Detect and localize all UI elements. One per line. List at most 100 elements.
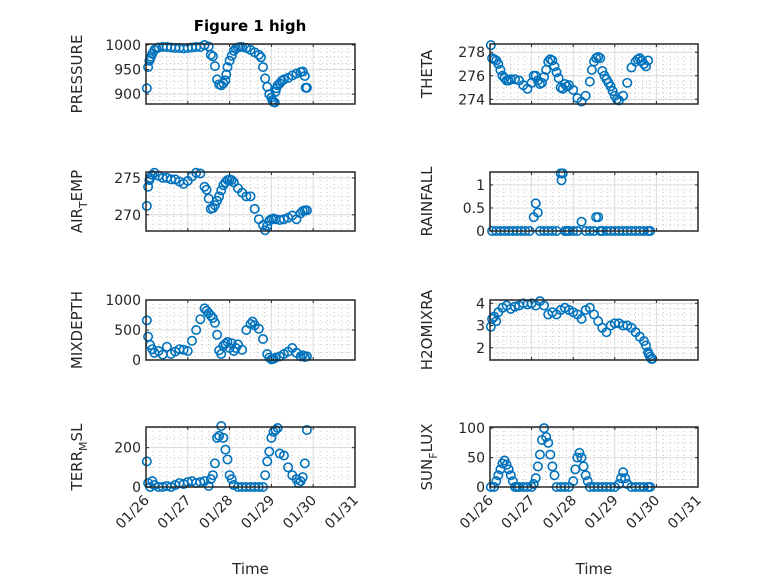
data-point bbox=[493, 58, 504, 69]
data-point bbox=[220, 444, 231, 455]
data-point bbox=[191, 324, 202, 335]
data-point bbox=[549, 61, 560, 72]
data-point bbox=[255, 52, 266, 63]
y-tick-label: 1 bbox=[476, 178, 485, 194]
data-point bbox=[205, 310, 216, 321]
axes-box bbox=[489, 43, 699, 105]
data-point bbox=[532, 207, 543, 218]
x-tick-label: 01/29 bbox=[238, 493, 278, 533]
data-point bbox=[541, 431, 552, 442]
data-point bbox=[643, 55, 654, 66]
data-point bbox=[556, 175, 567, 186]
data-point bbox=[178, 344, 189, 355]
data-point bbox=[222, 62, 233, 73]
axes-box bbox=[145, 171, 356, 232]
data-point bbox=[222, 336, 233, 347]
data-point bbox=[505, 470, 516, 481]
data-point bbox=[258, 333, 269, 344]
data-point bbox=[503, 464, 514, 475]
data-point bbox=[572, 452, 583, 463]
y-tick-label: 276 bbox=[458, 69, 485, 85]
data-point bbox=[593, 212, 604, 223]
data-point bbox=[530, 198, 541, 209]
data-point bbox=[509, 74, 520, 85]
data-point bbox=[576, 313, 587, 324]
y-axis-label: AIRTEMP bbox=[68, 170, 90, 233]
data-point bbox=[278, 450, 289, 461]
data-point bbox=[570, 464, 581, 475]
plot-area bbox=[146, 172, 355, 231]
x-axis-label: Time bbox=[231, 560, 269, 578]
data-point bbox=[237, 41, 248, 52]
data-point bbox=[245, 318, 256, 329]
data-point bbox=[301, 424, 312, 435]
axes-box bbox=[489, 299, 699, 361]
data-point bbox=[161, 341, 172, 352]
data-point bbox=[264, 352, 275, 363]
x-tick-label: 01/30 bbox=[280, 493, 320, 533]
data-point bbox=[547, 55, 558, 66]
data-point bbox=[595, 53, 606, 64]
data-point bbox=[301, 82, 312, 93]
data-point bbox=[618, 467, 629, 478]
data-point bbox=[597, 66, 608, 77]
y-tick-label: 0 bbox=[476, 480, 485, 496]
data-point bbox=[574, 447, 585, 458]
x-tick-label: 01/29 bbox=[582, 493, 622, 533]
data-point bbox=[509, 301, 520, 312]
subplot-terr-msl: 0 200 TERRMSL 01/26 01/27 01/28 01/29 01/30 01/3… bbox=[68, 421, 362, 578]
data-point bbox=[299, 458, 310, 469]
data-point bbox=[266, 432, 277, 443]
y-tick-label: 1000 bbox=[105, 38, 141, 54]
data-point bbox=[221, 69, 232, 80]
y-axis-label: PRESSURE bbox=[68, 35, 86, 114]
y-axis-label: MIXDEPTH bbox=[68, 291, 86, 369]
data-point bbox=[226, 474, 237, 485]
y-tick-label: 275 bbox=[114, 171, 141, 187]
data-point bbox=[141, 200, 152, 211]
data-point bbox=[253, 323, 264, 334]
data-point bbox=[258, 62, 269, 73]
data-point bbox=[551, 67, 562, 78]
data-point bbox=[283, 462, 294, 473]
data-point bbox=[301, 205, 312, 216]
data-point bbox=[209, 61, 220, 72]
x-tick-label: 01/30 bbox=[623, 493, 663, 533]
data-point bbox=[214, 191, 225, 202]
data-point bbox=[249, 203, 260, 214]
y-axis-label: H2OMIXRA bbox=[418, 289, 436, 370]
y-tick-label: 4 bbox=[476, 296, 485, 312]
subplot-sun-flux: 0 50 100 SUNFLUX 01/26 01/27 01/28 01/29 01/30 01… bbox=[418, 421, 705, 578]
data-point bbox=[143, 181, 154, 192]
data-point bbox=[201, 184, 212, 195]
data-point bbox=[530, 473, 541, 484]
data-point bbox=[195, 168, 206, 179]
data-point bbox=[532, 461, 543, 472]
data-point bbox=[578, 461, 589, 472]
data-point bbox=[216, 185, 227, 196]
data-point bbox=[216, 421, 227, 432]
y-tick-label: 278 bbox=[458, 45, 485, 61]
data-point bbox=[212, 329, 223, 340]
y-tick-label: 0 bbox=[132, 480, 141, 496]
data-point bbox=[576, 216, 587, 227]
subplot-h2omixra: 2 3 4 H2OMIXRA bbox=[418, 289, 699, 370]
data-point bbox=[195, 314, 206, 325]
data-point bbox=[186, 335, 197, 346]
data-point bbox=[547, 461, 558, 472]
data-point bbox=[491, 316, 502, 327]
y-tick-label: 0 bbox=[476, 224, 485, 240]
y-axis-label: SUNFLUX bbox=[418, 424, 440, 491]
data-point bbox=[501, 459, 512, 470]
data-point bbox=[264, 446, 275, 457]
data-point bbox=[491, 476, 502, 487]
subplot-air-temp: 270 275 AIRTEMP bbox=[68, 167, 356, 236]
data-point bbox=[141, 83, 152, 94]
data-point bbox=[253, 49, 264, 60]
subplot-mixdepth: 0 500 1000 MIXDEPTH bbox=[68, 291, 356, 369]
data-point bbox=[557, 168, 568, 179]
y-tick-label: 1000 bbox=[105, 293, 141, 309]
data-point bbox=[222, 454, 233, 465]
data-point bbox=[241, 191, 252, 202]
data-point bbox=[640, 340, 651, 351]
